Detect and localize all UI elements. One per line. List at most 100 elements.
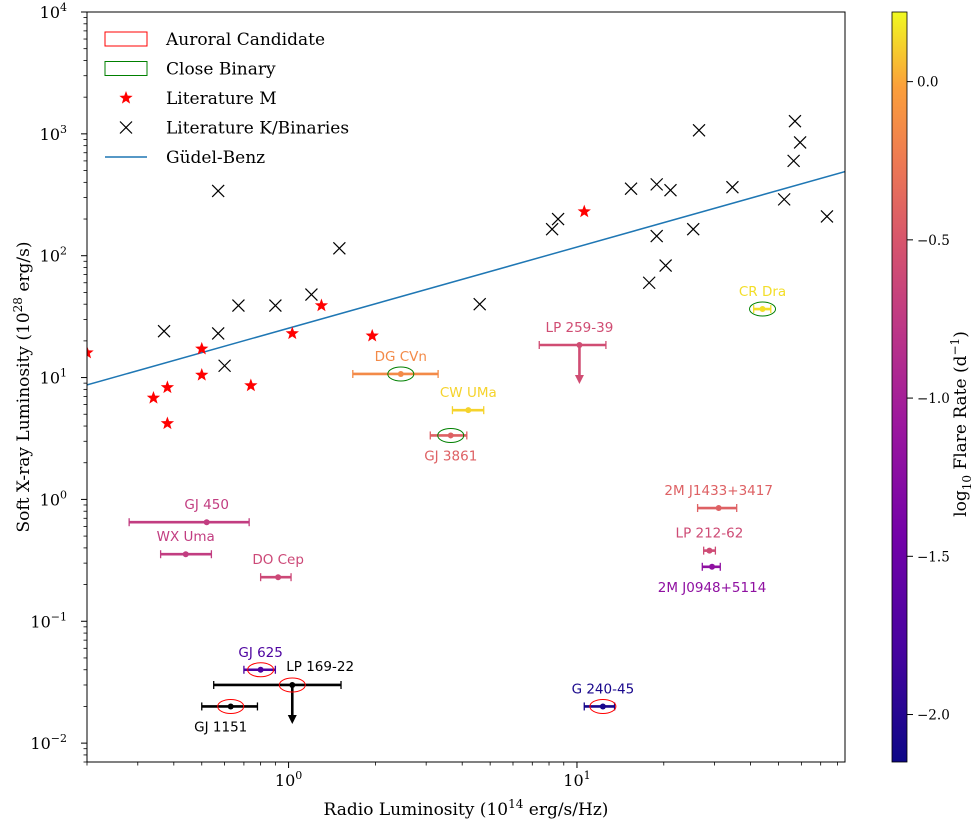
- literature-k-point: [473, 297, 487, 311]
- data-point: [203, 519, 210, 526]
- binary-ellipse: [749, 301, 777, 317]
- colorbar-tick-label: −1.0: [917, 391, 950, 407]
- colorbar: [891, 11, 908, 763]
- auroral-ellipse: [247, 662, 275, 678]
- target-star-point: [128, 518, 250, 527]
- star-label: GJ 1151: [194, 719, 247, 735]
- target-star-point: [696, 504, 738, 513]
- colorbar-tick-label: −1.5: [917, 549, 950, 565]
- plot-marks: [87, 114, 845, 724]
- target-star-point: [749, 301, 777, 317]
- literature-m-point: [87, 345, 94, 359]
- data-point: [275, 574, 282, 581]
- legend: Auroral Candidate Close Binary Literature …: [104, 30, 349, 168]
- data-point: [289, 681, 296, 688]
- legend-label: Close Binary: [166, 60, 276, 80]
- star-label: GJ 450: [184, 497, 229, 513]
- star-label: GJ 625: [238, 645, 283, 661]
- y-tick-label: 103: [40, 123, 67, 144]
- literature-k-point: [793, 136, 807, 149]
- star-label: CR Dra: [739, 284, 786, 300]
- y-tick-label: 102: [40, 245, 67, 266]
- literature-k-point: [624, 182, 638, 196]
- gudel-benz-line: [87, 170, 845, 386]
- legend-label: Literature M: [166, 89, 277, 109]
- y-axis-label: Soft X-ray Luminosity (1028 erg/s): [11, 241, 34, 532]
- legend-label: Auroral Candidate: [165, 30, 325, 50]
- literature-k-point: [726, 180, 739, 194]
- y-tick-label: 104: [40, 1, 67, 22]
- target-star-point: [451, 406, 485, 415]
- literature-m-point: [365, 328, 379, 342]
- axes: 100 101 10−2 10−1 100 101 102 103 104: [30, 1, 838, 790]
- target-star-point: [259, 573, 292, 582]
- literature-k-point: [545, 222, 559, 236]
- target-star-point: [583, 698, 617, 714]
- colorbar-tick-label: −2.0: [917, 708, 950, 724]
- data-point: [257, 666, 264, 673]
- literature-k-point: [157, 324, 171, 338]
- star-label: LP 212-62: [676, 526, 744, 542]
- data-point: [599, 703, 606, 710]
- legend-swatch-x: [119, 121, 133, 134]
- binary-ellipse: [437, 427, 465, 443]
- literature-m-point: [577, 204, 591, 218]
- legend-swatch-binary: [104, 61, 148, 76]
- literature-k-point: [659, 259, 673, 272]
- legend-entry: Literature M: [119, 89, 277, 109]
- target-star-point: [213, 677, 342, 724]
- x-tick-label: 100: [275, 769, 302, 790]
- legend-swatch-star: [119, 91, 133, 104]
- literature-m-point: [160, 416, 175, 430]
- literature-k-point: [211, 184, 225, 198]
- data-point: [227, 703, 234, 710]
- literature-k-point: [332, 241, 346, 255]
- data-point: [182, 551, 189, 558]
- data-point: [397, 370, 404, 377]
- data-point: [465, 407, 472, 414]
- x-tick-label: 101: [563, 769, 590, 790]
- data-point: [447, 432, 454, 439]
- y-tick-label: 10−1: [30, 610, 67, 631]
- data-point: [709, 563, 716, 570]
- legend-entry: Close Binary: [104, 60, 276, 80]
- literature-k-point: [231, 299, 245, 312]
- colorbar-label: log10 Flare Rate (d−1): [948, 331, 972, 517]
- legend-label: Güdel-Benz: [166, 148, 265, 168]
- target-star-point: [703, 546, 717, 555]
- upper-limit-arrowhead: [574, 375, 584, 385]
- literature-k-point: [820, 210, 834, 223]
- target-star-point: [701, 562, 721, 571]
- literature-k-point: [650, 229, 664, 243]
- literature-k-point: [551, 212, 565, 226]
- literature-m-point: [285, 326, 299, 340]
- binary-ellipse: [387, 366, 415, 382]
- legend-swatch-auroral: [104, 31, 148, 47]
- literature-k-point: [788, 114, 802, 128]
- literature-k-point: [268, 299, 282, 312]
- star-label: 2M J0948+5114: [658, 580, 767, 596]
- literature-m-point: [146, 390, 161, 404]
- legend-entry: Auroral Candidate: [104, 30, 325, 50]
- literature-k-point: [650, 177, 664, 191]
- y-tick-label: 100: [40, 488, 67, 509]
- star-labels: GJ 450 WX Uma DO Cep DG CVn CW UMa GJ 3861 CR …: [157, 284, 787, 735]
- plot-area: [87, 12, 845, 762]
- target-star-point: [429, 427, 468, 443]
- colorbar-tick-label: −0.5: [917, 233, 950, 249]
- target-star-point: [159, 550, 213, 559]
- data-point: [715, 505, 722, 512]
- literature-m-point: [195, 367, 209, 381]
- target-star-point: [243, 662, 277, 678]
- literature-k-point: [211, 327, 225, 340]
- data-point: [576, 342, 583, 349]
- literature-k-point: [692, 123, 706, 137]
- legend-entry: Literature K/Binaries: [119, 119, 349, 139]
- auroral-ellipse: [589, 698, 617, 714]
- legend-label: Literature K/Binaries: [166, 119, 349, 139]
- x-axis-label: Radio Luminosity (1014 erg/s/Hz): [324, 797, 609, 820]
- upper-limit-arrowhead: [287, 714, 297, 724]
- star-label: LP 169-22: [286, 659, 354, 675]
- star-label: WX Uma: [157, 529, 215, 545]
- literature-k-point: [218, 359, 232, 373]
